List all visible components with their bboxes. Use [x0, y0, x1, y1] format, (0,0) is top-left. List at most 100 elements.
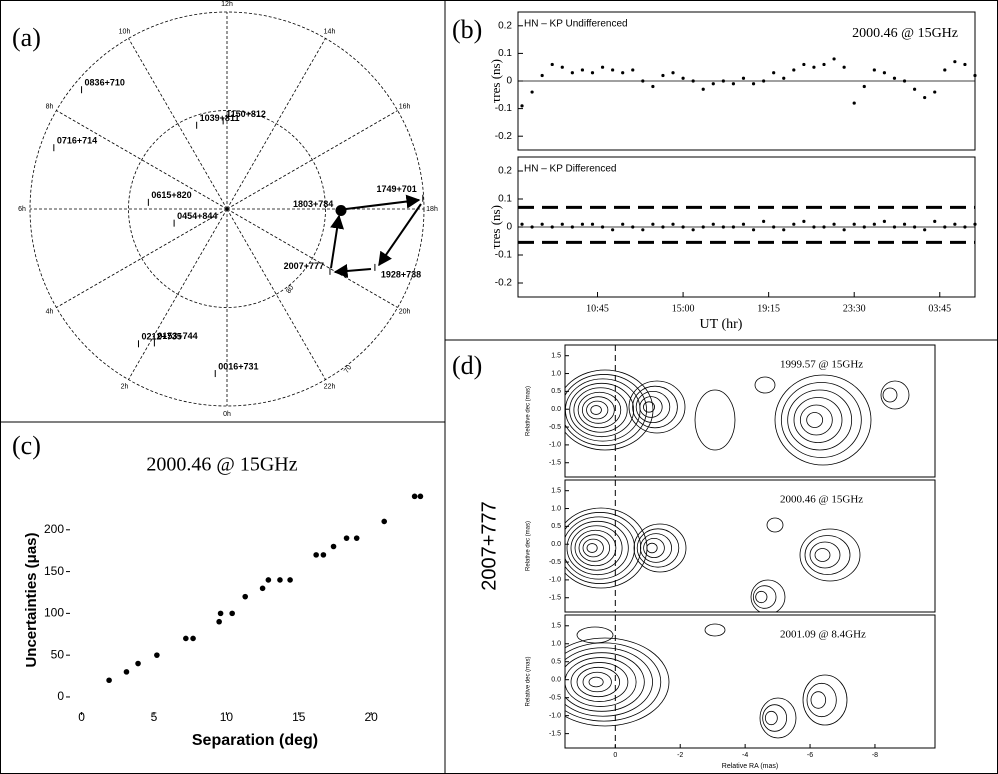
point — [591, 223, 594, 226]
contours — [557, 370, 909, 465]
y-tick-label: 1.5 — [551, 488, 561, 495]
contour — [565, 658, 636, 707]
point — [873, 223, 876, 226]
source-label: 2007+777 — [478, 501, 500, 591]
figure: (a) (b) (c) (d) 2007+777 80700h2h4h6h8h1… — [0, 0, 998, 774]
point — [903, 79, 906, 82]
y-tick-label: 50 — [51, 647, 65, 661]
point — [331, 544, 337, 550]
arrow — [346, 200, 419, 209]
point — [551, 63, 554, 66]
contour — [634, 524, 686, 572]
y-tick-label: 0.0 — [551, 541, 561, 548]
arrow — [335, 269, 371, 272]
source-label: 0615+820 — [151, 190, 191, 200]
x-axis-label: UT (hr) — [700, 317, 743, 332]
y-tick-label: -1.5 — [549, 730, 561, 737]
plot-frame — [565, 615, 935, 748]
ra-tick-label: 12h — [221, 1, 233, 8]
point — [218, 611, 224, 617]
plot-frame — [565, 480, 935, 612]
contour — [553, 648, 653, 716]
y-tick-label: 1.5 — [551, 353, 561, 360]
ra-tick-label: 0h — [223, 411, 231, 418]
point — [651, 223, 654, 226]
y-axis-label: τres (ns) — [488, 205, 503, 249]
point — [611, 68, 614, 71]
ra-tick-label: 2h — [121, 383, 129, 390]
y-axis-label: Relative dec (mas) — [526, 521, 532, 571]
x-tick-label: 10:45 — [586, 303, 609, 314]
point — [591, 71, 594, 74]
point — [873, 68, 876, 71]
y-tick-label: 0.0 — [551, 677, 561, 684]
point — [893, 77, 896, 80]
y-tick-label: 100 — [44, 606, 64, 620]
contour — [583, 539, 603, 557]
ra-tick-label: 22h — [324, 383, 336, 390]
page: {"panel_labels": ["(a)", "(b)", "(c)", "… — [0, 0, 998, 774]
point — [933, 220, 936, 223]
panel-label: (a) — [12, 23, 41, 52]
point — [601, 225, 604, 228]
contour — [811, 692, 826, 709]
contour — [567, 521, 628, 574]
point — [963, 225, 966, 228]
point — [601, 66, 604, 69]
source-label: 0153+744 — [157, 331, 197, 341]
ra-tick-label: 10h — [119, 28, 131, 35]
point — [913, 88, 916, 91]
point — [742, 77, 745, 80]
point — [752, 82, 755, 85]
y-tick-label: 0.5 — [551, 388, 561, 395]
point — [661, 74, 664, 77]
point — [561, 223, 564, 226]
x-tick-label: 15 — [292, 710, 306, 724]
contour — [815, 549, 830, 562]
point — [661, 225, 664, 228]
source-label: 2007+777 — [284, 261, 324, 271]
contour — [705, 624, 725, 636]
point — [883, 71, 886, 74]
point — [321, 552, 327, 558]
point — [762, 79, 765, 82]
y-tick-label: 0 — [57, 689, 64, 703]
contour — [640, 534, 671, 563]
point — [154, 652, 160, 658]
point — [752, 228, 755, 231]
point — [216, 619, 222, 625]
point — [571, 71, 574, 74]
contour — [587, 544, 597, 553]
point — [933, 90, 936, 93]
point — [712, 223, 715, 226]
point — [681, 77, 684, 80]
source-label: 0716+714 — [57, 136, 97, 146]
x-tick-label: -4 — [742, 752, 748, 759]
point — [702, 88, 705, 91]
point — [381, 519, 387, 525]
annotation: 2000.46 @ 15GHz — [852, 26, 958, 41]
x-axis-label: Relative RA (mas) — [722, 763, 778, 770]
arrow — [379, 204, 421, 265]
point — [344, 535, 350, 541]
point — [722, 225, 725, 228]
source-label: 0454+844 — [177, 211, 217, 221]
point — [812, 66, 815, 69]
contour — [647, 543, 657, 553]
point — [973, 74, 976, 77]
point — [354, 535, 360, 541]
point — [782, 77, 785, 80]
source-label: 1749+701 — [377, 184, 417, 194]
point — [853, 101, 856, 104]
x-tick-label: -6 — [807, 752, 813, 759]
x-tick-label: 0 — [613, 752, 617, 759]
contour — [767, 518, 783, 532]
contour — [794, 398, 842, 443]
chart-title: 2000.46 @ 15GHz — [146, 454, 297, 476]
contour — [591, 406, 602, 415]
contour — [805, 536, 850, 575]
point — [229, 611, 235, 617]
point — [190, 636, 196, 642]
point — [732, 225, 735, 228]
ra-tick-label: 14h — [324, 28, 336, 35]
